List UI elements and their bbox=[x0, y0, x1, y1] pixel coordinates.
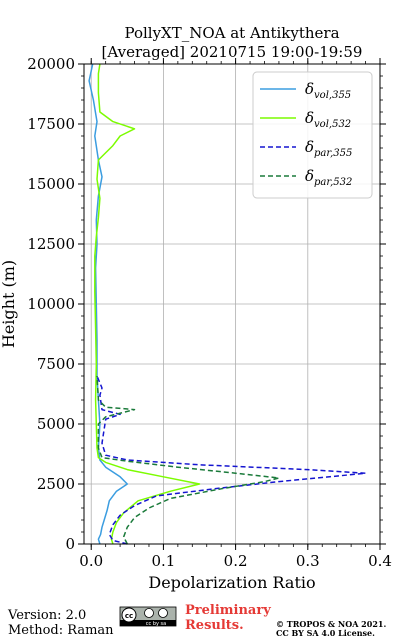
series-layer bbox=[88, 63, 367, 545]
y-tick-label: 12500 bbox=[27, 235, 75, 253]
series-line-4 bbox=[96, 375, 280, 545]
plot-area: 0.0 0.1 0.2 0.3 0.4 0 2500 5000 7500 10000 12500 1… bbox=[27, 55, 392, 570]
x-tick-label: 0.4 bbox=[368, 552, 392, 570]
license-text: CC BY SA 4.0 License. bbox=[276, 628, 375, 638]
y-tick-label: 15000 bbox=[27, 175, 75, 193]
legend-label: δvol,532 bbox=[305, 109, 351, 130]
x-tick-label: 0.2 bbox=[224, 552, 248, 570]
method-text: Method: Raman bbox=[8, 623, 114, 638]
chart-title-line1: PollyXT_NOA at Antikythera bbox=[124, 24, 339, 42]
x-axis-label: Depolarization Ratio bbox=[148, 573, 315, 592]
series-line-3 bbox=[96, 375, 367, 545]
y-axis-ticks: 0 2500 5000 7500 10000 12500 15000 17500 20000 bbox=[27, 55, 386, 553]
copyright-text: © TROPOS & NOA 2021. bbox=[276, 619, 386, 629]
legend-label: δpar,355 bbox=[305, 138, 352, 159]
x-tick-label: 0.3 bbox=[296, 552, 320, 570]
legend-label: δvol,355 bbox=[305, 80, 351, 101]
x-tick-label: 0.1 bbox=[151, 552, 175, 570]
by-icon bbox=[144, 608, 154, 618]
series-line-2 bbox=[94, 63, 201, 545]
preliminary-text: Preliminary bbox=[185, 603, 271, 618]
cc-license-badge: cc cc by sa bbox=[119, 606, 177, 627]
version-text: Version: 2.0 bbox=[7, 608, 86, 623]
y-tick-label: 5000 bbox=[37, 415, 75, 433]
y-tick-label: 2500 bbox=[37, 475, 75, 493]
svg-text:cc: cc bbox=[125, 612, 133, 620]
y-tick-label: 0 bbox=[65, 535, 75, 553]
cc-icon bbox=[121, 607, 137, 623]
legend: δvol,355 δvol,532 δpar,355 δpar,532 bbox=[252, 71, 373, 199]
legend-label: δpar,532 bbox=[305, 167, 352, 188]
x-axis-ticks: 0.0 0.1 0.2 0.3 0.4 bbox=[79, 58, 392, 570]
results-text: Results. bbox=[185, 618, 244, 633]
y-tick-label: 17500 bbox=[27, 115, 75, 133]
sa-icon bbox=[158, 608, 168, 618]
legend-box bbox=[252, 71, 373, 199]
x-tick-label: 0.0 bbox=[79, 552, 103, 570]
y-tick-label: 10000 bbox=[27, 295, 75, 313]
y-tick-label: 7500 bbox=[37, 355, 75, 373]
y-tick-label: 20000 bbox=[27, 55, 75, 73]
y-axis-label: Height (m) bbox=[0, 260, 18, 348]
chart-title-line2: [Averaged] 20210715 19:00-19:59 bbox=[102, 43, 363, 61]
cc-badge-text: cc by sa bbox=[146, 621, 166, 627]
